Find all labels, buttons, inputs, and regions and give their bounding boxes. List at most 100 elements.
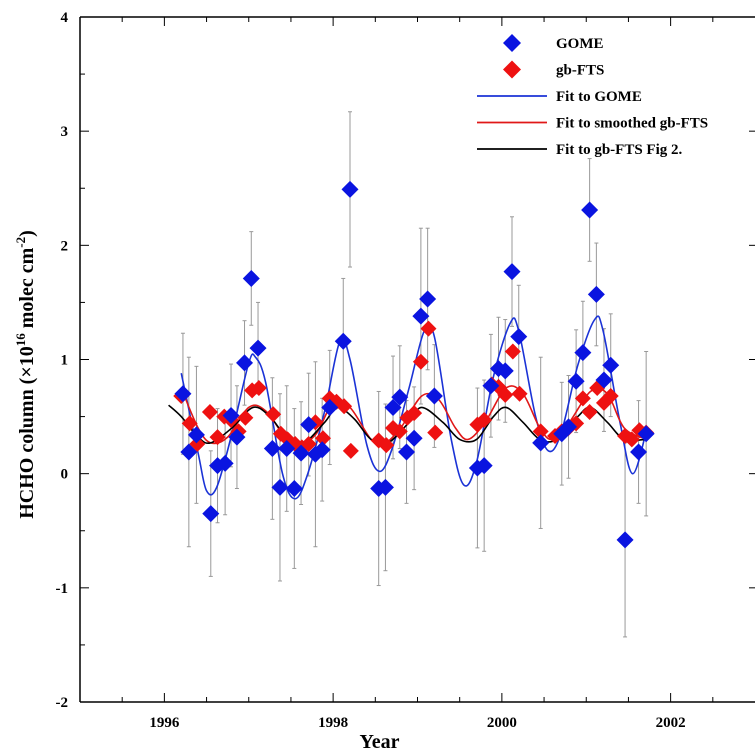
gome-point bbox=[398, 443, 416, 461]
gbfts-point bbox=[181, 415, 198, 432]
gome-point bbox=[567, 372, 585, 390]
gome-point bbox=[263, 440, 281, 458]
gome-point bbox=[405, 429, 423, 447]
gome-point bbox=[334, 332, 352, 350]
plot-area bbox=[168, 111, 655, 638]
x-tick-label: 2000 bbox=[487, 715, 517, 731]
y-tick-label: 0 bbox=[61, 467, 69, 483]
x-axis-title: Year bbox=[360, 731, 400, 753]
gbfts-point bbox=[265, 406, 282, 423]
y-tick-label: -1 bbox=[56, 581, 69, 597]
gbfts-point bbox=[300, 435, 317, 452]
gome-point bbox=[222, 406, 240, 424]
gbfts-point bbox=[391, 423, 408, 440]
gome-point bbox=[602, 356, 620, 374]
gome-point bbox=[292, 444, 310, 462]
gome-point bbox=[581, 201, 599, 219]
gome-point bbox=[587, 285, 605, 303]
gome-point bbox=[532, 434, 550, 452]
gome-point bbox=[376, 478, 394, 496]
ticks: 1996 1998 2000 2002 -2 -1 0 1 2 3 4 bbox=[56, 10, 755, 731]
gome-point bbox=[236, 354, 254, 372]
gbfts-point bbox=[209, 429, 226, 446]
gome-point bbox=[616, 531, 634, 549]
gome-point bbox=[482, 377, 500, 395]
gbfts-point bbox=[406, 405, 423, 422]
gbfts-point bbox=[412, 353, 429, 370]
gbfts-point bbox=[427, 424, 444, 441]
y-tick-label: -2 bbox=[56, 695, 69, 711]
gome-point bbox=[174, 385, 192, 403]
gbfts-point bbox=[581, 404, 598, 421]
gome-point bbox=[278, 440, 296, 458]
legend-gome-marker bbox=[503, 34, 521, 52]
gome-point bbox=[475, 457, 493, 475]
gbfts-point bbox=[378, 437, 395, 454]
x-tick-label: 1998 bbox=[318, 715, 348, 731]
y-axis-title-part3: ) bbox=[16, 230, 38, 237]
gome-point bbox=[341, 180, 359, 198]
y-tick-label: 2 bbox=[61, 238, 69, 254]
legend-label: gb-FTS bbox=[556, 63, 604, 79]
gbfts-point bbox=[574, 390, 591, 407]
gome-point bbox=[249, 339, 267, 357]
gome-point bbox=[425, 387, 443, 405]
gome-point bbox=[503, 263, 521, 281]
gbfts-point bbox=[336, 398, 353, 415]
gome-point bbox=[187, 426, 205, 444]
gome-point bbox=[321, 398, 339, 416]
gome-point bbox=[228, 428, 246, 446]
gome-point bbox=[202, 505, 220, 523]
x-tick-label: 1996 bbox=[149, 715, 180, 731]
gbfts-point bbox=[342, 442, 359, 459]
gome-point bbox=[412, 307, 430, 325]
gome-point bbox=[313, 441, 331, 459]
gbfts-point bbox=[602, 388, 619, 405]
legend-label: Fit to smoothed gb-FTS bbox=[556, 116, 708, 132]
gbfts-point bbox=[504, 343, 521, 360]
y-tick-label: 4 bbox=[61, 10, 69, 26]
y-axis-title-part2: molec cm bbox=[16, 247, 38, 333]
gbfts-point bbox=[497, 386, 514, 403]
legend-label: Fit to gb-FTS Fig 2. bbox=[556, 142, 682, 158]
y-tick-label: 3 bbox=[61, 124, 69, 140]
gome-point bbox=[391, 388, 409, 406]
gome-point bbox=[271, 478, 289, 496]
gome-point bbox=[595, 371, 613, 389]
y-axis-title-exp1: 16 bbox=[13, 333, 28, 347]
gome-point bbox=[216, 454, 234, 472]
y-axis-title: HCHO column (×1016 molec cm-2) bbox=[13, 230, 38, 519]
gome-point bbox=[496, 362, 514, 380]
x-tick-label: 2002 bbox=[656, 715, 686, 731]
legend-label: Fit to GOME bbox=[556, 89, 642, 105]
y-axis-title-part1: HCHO column (×10 bbox=[16, 346, 38, 519]
gome-point bbox=[285, 480, 303, 498]
gbfts-point bbox=[476, 412, 493, 429]
gome-point bbox=[300, 416, 318, 434]
gbfts-point bbox=[532, 423, 549, 440]
gbfts-point bbox=[201, 404, 218, 421]
gome-point bbox=[574, 344, 592, 362]
gome-point bbox=[384, 398, 402, 416]
gbfts-point bbox=[511, 385, 528, 402]
y-tick-label: 1 bbox=[61, 353, 69, 369]
gome-point bbox=[630, 443, 648, 461]
gome-point bbox=[510, 328, 528, 346]
gbfts-point bbox=[315, 430, 331, 447]
gbfts-point bbox=[237, 409, 254, 426]
legend: GOME gb-FTS Fit to GOME Fit to smoothed gb-… bbox=[477, 34, 708, 158]
gbfts-point bbox=[250, 380, 267, 397]
fit-gome-line bbox=[180, 315, 648, 500]
gome-point bbox=[242, 269, 260, 287]
legend-label: GOME bbox=[556, 36, 604, 52]
gome-point bbox=[560, 418, 578, 436]
gbfts-point bbox=[420, 320, 437, 337]
gome-point bbox=[419, 290, 437, 308]
legend-gbfts-marker bbox=[503, 60, 521, 79]
gbfts-point bbox=[623, 431, 640, 448]
gome-point bbox=[637, 425, 655, 443]
y-axis-title-exp2: -2 bbox=[13, 237, 28, 248]
gome-point bbox=[180, 443, 198, 461]
